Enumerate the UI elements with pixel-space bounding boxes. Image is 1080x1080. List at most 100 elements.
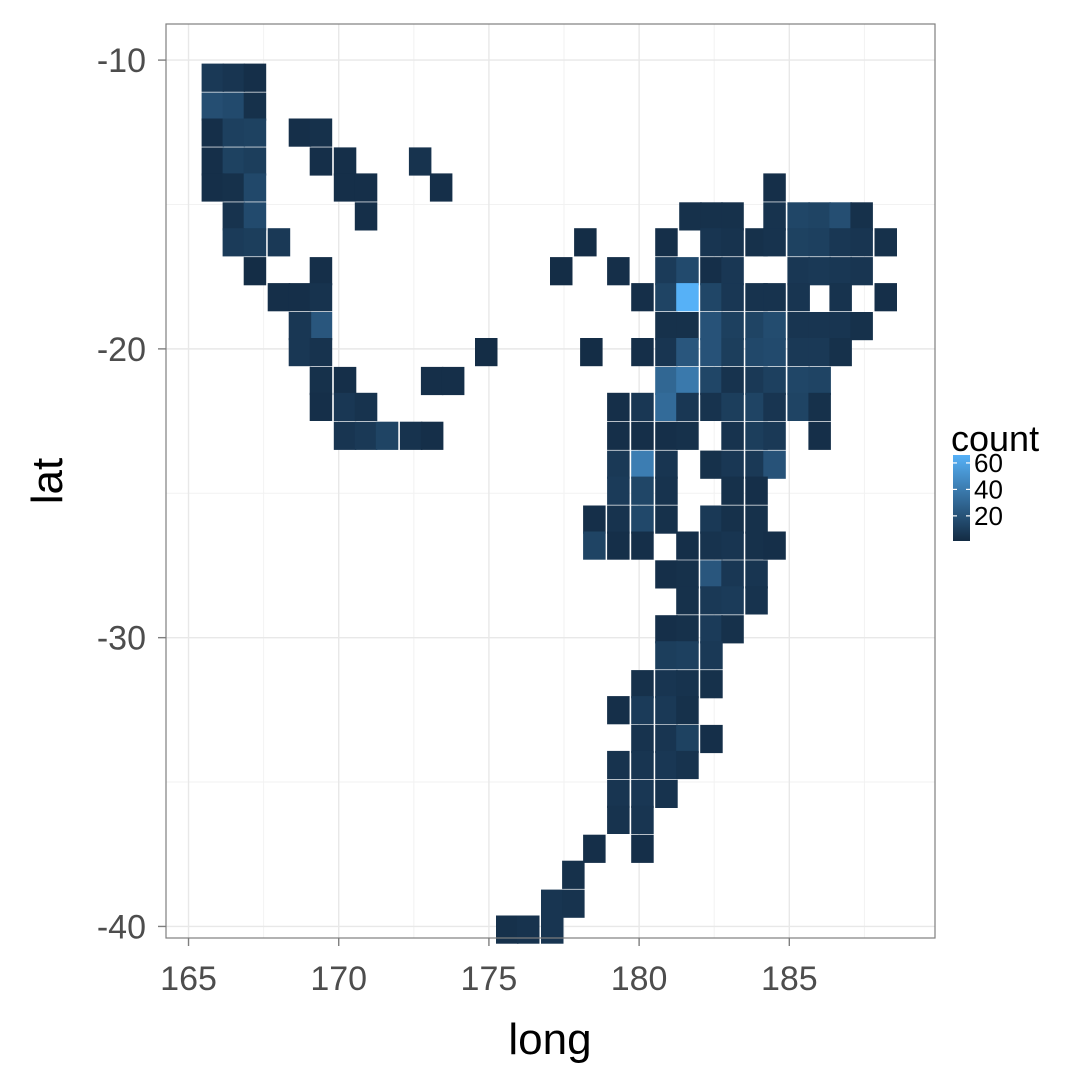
- heatmap-cell: [354, 421, 378, 450]
- heatmap-cell: [745, 312, 768, 341]
- heatmap-cell: [787, 202, 810, 231]
- heatmap-cell: [267, 228, 291, 257]
- heatmap-cell: [676, 338, 699, 367]
- heatmap-cell: [309, 312, 333, 341]
- heatmap-cell: [655, 366, 678, 396]
- plot-panel: [166, 24, 935, 938]
- heatmap-cell: [679, 202, 702, 231]
- heatmap-cell: [745, 338, 768, 367]
- heatmap-cell: [288, 312, 312, 341]
- heatmap-cell: [763, 338, 786, 367]
- x-axis: 165 170 175 180 185: [160, 938, 818, 998]
- heatmap-cell: [874, 228, 897, 257]
- heatmap-cell: [562, 860, 585, 889]
- heatmap-cell: [201, 63, 225, 92]
- heatmap-cell: [631, 421, 654, 450]
- heatmap-cell: [700, 450, 723, 479]
- heatmap-cell: [631, 779, 654, 808]
- heatmap-cell: [745, 283, 768, 312]
- heatmap-cells: [201, 63, 897, 944]
- heatmap-cell: [721, 505, 744, 534]
- heatmap-cell: [420, 421, 444, 450]
- heatmap-cell: [808, 202, 831, 231]
- heatmap-cell: [745, 421, 768, 450]
- heatmap-cell: [655, 779, 678, 808]
- heatmap-cell: [850, 312, 873, 341]
- heatmap-cell: [763, 392, 786, 421]
- heatmap-cell: [631, 338, 654, 367]
- heatmap-cell: [676, 615, 699, 644]
- heatmap-cell: [763, 421, 786, 450]
- heatmap-cell: [700, 505, 723, 534]
- heatmap-cell: [607, 257, 630, 286]
- heatmap-cell: [607, 392, 630, 421]
- heatmap-cell: [763, 450, 786, 479]
- heatmap-cell: [429, 173, 453, 202]
- heatmap-cell: [631, 805, 654, 834]
- heatmap-cell: [829, 202, 852, 231]
- heatmap-cell: [309, 118, 333, 147]
- heatmap-cell: [288, 118, 312, 147]
- heatmap-cell: [441, 366, 465, 396]
- heatmap-cell: [700, 202, 723, 231]
- heatmap-cell: [655, 476, 678, 505]
- heatmap-cell: [655, 505, 678, 534]
- heatmap-cell: [721, 228, 744, 257]
- heatmap-cell: [700, 312, 723, 341]
- heatmap-cell: [655, 696, 678, 725]
- heatmap-cell: [655, 450, 678, 479]
- heatmap-cell: [222, 118, 246, 147]
- heatmap-cell: [676, 421, 699, 450]
- legend-tick-label: 40: [974, 474, 1003, 504]
- heatmap-cell: [607, 750, 630, 780]
- heatmap-cell: [763, 531, 786, 560]
- heatmap-cell: [721, 531, 744, 560]
- heatmap-cell: [721, 202, 744, 231]
- heatmap-cell: [550, 257, 573, 286]
- heatmap-cell: [631, 834, 654, 863]
- heatmap-cell: [631, 724, 654, 754]
- heatmap-cell: [676, 641, 699, 670]
- heatmap-cell: [745, 228, 768, 257]
- heatmap-cell: [655, 641, 678, 670]
- heatmap-cell: [288, 283, 312, 312]
- heatmap-cell: [354, 202, 378, 231]
- heatmap-cell: [222, 228, 246, 257]
- heatmap-cell: [333, 366, 357, 396]
- heatmap-cell: [787, 283, 810, 312]
- heatmap-cell: [700, 392, 723, 421]
- heatmap-cell: [243, 202, 267, 231]
- heatmap-cell: [631, 392, 654, 421]
- heatmap-cell: [655, 724, 678, 754]
- heatmap-cell: [309, 147, 333, 176]
- heatmap-cell: [721, 283, 744, 312]
- heatmap-cell: [607, 450, 630, 479]
- heatmap-cell: [745, 366, 768, 396]
- heatmap-cell: [745, 531, 768, 560]
- heatmap-cell: [829, 312, 852, 341]
- heatmap-cell: [517, 915, 540, 944]
- heatmap-cell: [700, 586, 723, 615]
- heatmap-cell: [475, 338, 498, 367]
- heatmap-cell: [763, 173, 786, 202]
- heatmap-cell: [700, 257, 723, 286]
- heatmap-cell: [787, 392, 810, 421]
- heatmap-cell: [354, 392, 378, 421]
- heatmap-cell: [607, 421, 630, 450]
- heatmap-cell: [631, 450, 654, 479]
- heatmap-cell: [676, 724, 699, 754]
- heatmap-cell: [676, 750, 699, 780]
- heatmap-cell: [201, 173, 225, 202]
- heatmap-cell: [631, 476, 654, 505]
- legend-tick-label: 20: [974, 501, 1003, 531]
- heatmap-cell: [243, 92, 267, 121]
- heatmap-cell: [787, 338, 810, 367]
- legend-colorbar: [953, 455, 970, 541]
- heatmap-cell: [309, 366, 333, 396]
- heatmap-cell: [399, 421, 423, 450]
- heatmap-cell: [829, 283, 852, 312]
- heatmap-cell: [808, 312, 831, 341]
- heatmap-cell: [420, 366, 444, 396]
- heatmap-cell: [745, 392, 768, 421]
